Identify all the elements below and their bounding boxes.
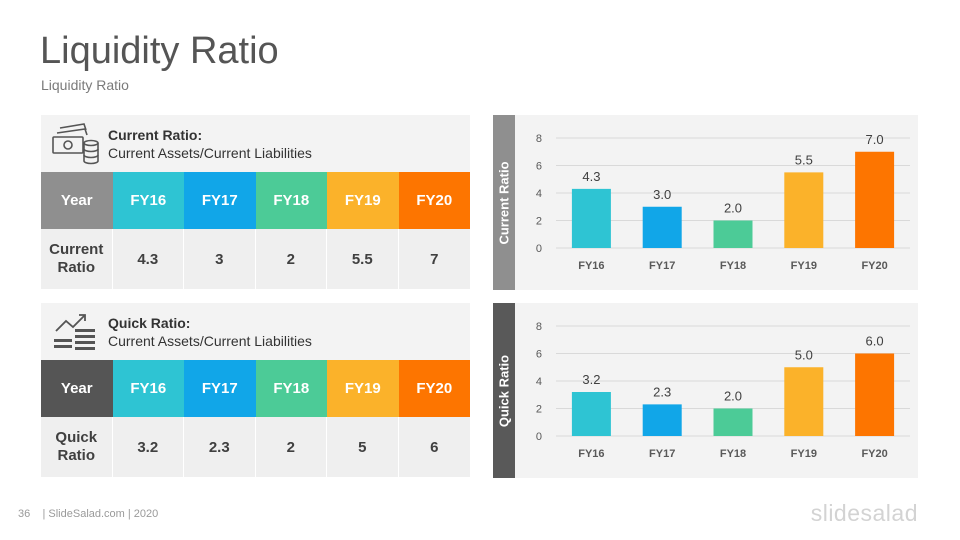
year-header: Year [41, 172, 113, 229]
data-label: 3.0 [653, 187, 671, 202]
x-tick-label: FY20 [861, 448, 887, 460]
bar-fy19 [784, 172, 824, 248]
bar-fy20 [855, 353, 895, 436]
quick-ratio-axis-label: Quick Ratio [496, 354, 512, 427]
current-table-value-row: Current Ratio 4.3 3 2 5.5 7 [41, 229, 470, 289]
quick-ratio-row-label: Quick Ratio [41, 417, 113, 477]
data-label: 5.0 [795, 347, 813, 362]
current-table-header-row: Year FY16 FY17 FY18 FY19 FY20 [41, 172, 470, 229]
quick-ratio-formula: Current Assets/Current Liabilities [108, 333, 312, 349]
y-tick-label: 0 [536, 243, 542, 255]
current-ratio-row-label: Current Ratio [41, 229, 113, 289]
y-tick-label: 4 [536, 376, 542, 388]
bar-fy17 [642, 404, 682, 436]
current-fy16-value: 4.3 [112, 229, 184, 289]
fy16-header: FY16 [112, 172, 184, 229]
x-tick-label: FY18 [720, 448, 746, 460]
slide-title: Liquidity Ratio [40, 30, 279, 72]
quick-fy16-value: 3.2 [112, 417, 184, 477]
current-ratio-chart: Current Ratio 0 2 4 6 8 4.3 FY16 3.0 FY17 2.0 FY18… [493, 115, 918, 290]
footer: 36 | SlideSalad.com | 2020 [18, 508, 158, 520]
quick-ratio-label: Quick Ratio: [108, 315, 191, 331]
page-number: 36 [18, 508, 31, 520]
fy18-header: FY18 [255, 360, 327, 417]
x-tick-label: FY16 [578, 448, 604, 460]
footer-text: | SlideSalad.com | 2020 [42, 508, 159, 520]
slide-subtitle: Liquidity Ratio [41, 77, 129, 93]
data-label: 4.3 [582, 169, 600, 184]
y-tick-label: 2 [536, 216, 542, 228]
data-label: 6.0 [866, 334, 884, 349]
bar-fy17 [642, 206, 682, 248]
current-fy18-value: 2 [255, 229, 327, 289]
x-tick-label: FY18 [720, 260, 746, 272]
bar-fy16 [571, 188, 611, 248]
fy20-header: FY20 [398, 360, 470, 417]
quick-ratio-panel-header: Quick Ratio: Current Assets/Current Liab… [41, 303, 470, 360]
y-tick-label: 4 [536, 188, 542, 200]
y-tick-label: 6 [536, 349, 542, 361]
cash-coins-icon [52, 123, 99, 165]
y-tick-label: 0 [536, 431, 542, 443]
current-ratio-table-panel: Current Ratio: Current Assets/Current Li… [41, 115, 470, 289]
data-label: 2.0 [724, 201, 742, 216]
bar-fy18 [713, 220, 753, 248]
fy19-header: FY19 [327, 172, 399, 229]
data-label: 7.0 [866, 132, 884, 147]
current-fy17-value: 3 [184, 229, 256, 289]
y-tick-label: 8 [536, 321, 542, 333]
bar-fy20 [855, 151, 895, 248]
current-fy19-value: 5.5 [327, 229, 399, 289]
x-tick-label: FY17 [649, 260, 675, 272]
bar-fy16 [571, 392, 611, 436]
quick-ratio-bar-chart: 0 2 4 6 8 3.2 FY16 2.3 FY17 2.0 FY18 5.0 FY19 6.0 FY20 [536, 321, 910, 460]
y-tick-label: 8 [536, 133, 542, 145]
x-tick-label: FY16 [578, 260, 604, 272]
fy20-header: FY20 [398, 172, 470, 229]
quick-ratio-chart: Quick Ratio 0 2 4 6 8 3.2 FY16 2.3 FY17 2.0 FY18 5.… [493, 303, 918, 478]
data-label: 5.5 [795, 152, 813, 167]
fy19-header: FY19 [327, 360, 399, 417]
y-tick-label: 2 [536, 404, 542, 416]
quick-ratio-axis-bar: Quick Ratio [493, 303, 515, 478]
y-tick-label: 6 [536, 161, 542, 173]
fy18-header: FY18 [255, 172, 327, 229]
slidesalad-logo: slidesalad [810, 500, 918, 526]
bar-fy18 [713, 408, 753, 436]
current-ratio-panel-header: Current Ratio: Current Assets/Current Li… [41, 115, 470, 172]
quick-table-header-row: Year FY16 FY17 FY18 FY19 FY20 [41, 360, 470, 417]
quick-fy19-value: 5 [327, 417, 399, 477]
current-fy20-value: 7 [398, 229, 470, 289]
x-tick-label: FY19 [791, 260, 817, 272]
fy17-header: FY17 [184, 360, 256, 417]
data-label: 3.2 [582, 372, 600, 387]
x-tick-label: FY17 [649, 448, 675, 460]
current-ratio-axis-label: Current Ratio [496, 160, 512, 245]
fy17-header: FY17 [184, 172, 256, 229]
growth-chart-icon [54, 314, 95, 350]
quick-fy20-value: 6 [398, 417, 470, 477]
quick-ratio-table-panel: Quick Ratio: Current Assets/Current Liab… [41, 303, 470, 477]
current-ratio-formula: Current Assets/Current Liabilities [108, 145, 312, 161]
data-label: 2.3 [653, 384, 671, 399]
data-label: 2.0 [724, 389, 742, 404]
fy16-header: FY16 [112, 360, 184, 417]
current-ratio-axis-bar: Current Ratio [493, 115, 515, 290]
x-tick-label: FY19 [791, 448, 817, 460]
quick-fy18-value: 2 [255, 417, 327, 477]
quick-fy17-value: 2.3 [184, 417, 256, 477]
current-ratio-bar-chart: 0 2 4 6 8 4.3 FY16 3.0 FY17 2.0 FY18 5.5 FY19 7.0 FY20 [536, 132, 910, 272]
current-ratio-label: Current Ratio: [108, 127, 203, 143]
quick-table-value-row: Quick Ratio 3.2 2.3 2 5 6 [41, 417, 470, 477]
x-tick-label: FY20 [861, 260, 887, 272]
bar-fy19 [784, 367, 824, 436]
year-header: Year [41, 360, 113, 417]
